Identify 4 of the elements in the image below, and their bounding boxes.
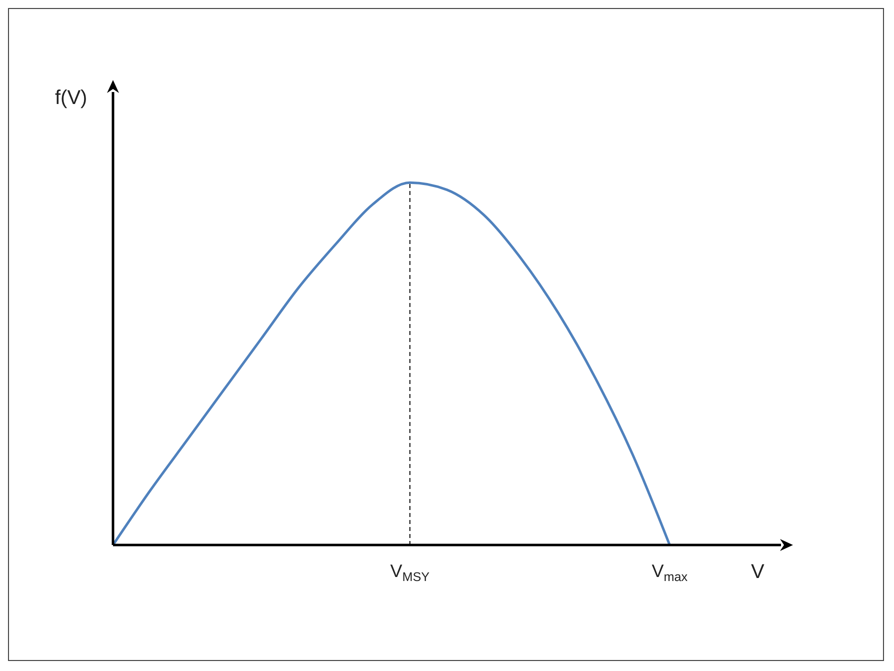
x-tick-label: V$_{max}$ (652, 561, 688, 584)
x-tick-label: V$_{MSY}$ (390, 561, 430, 584)
y-axis-title: f(V) (55, 87, 88, 110)
x-axis-title: V (751, 561, 764, 584)
